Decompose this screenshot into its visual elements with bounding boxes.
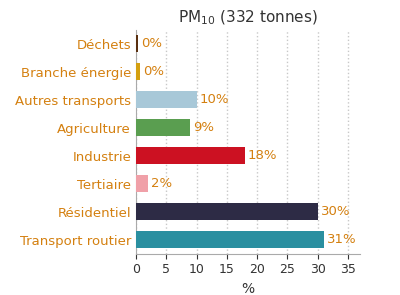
Text: 31%: 31% bbox=[327, 233, 356, 246]
Bar bbox=[136, 203, 318, 220]
Bar bbox=[136, 63, 140, 80]
X-axis label: %: % bbox=[242, 282, 254, 295]
Text: 0%: 0% bbox=[143, 65, 164, 78]
Text: 10%: 10% bbox=[200, 93, 229, 106]
Text: 30%: 30% bbox=[321, 205, 350, 218]
Text: 0%: 0% bbox=[142, 37, 162, 50]
Text: 9%: 9% bbox=[194, 121, 214, 134]
Text: 2%: 2% bbox=[151, 177, 172, 190]
Bar bbox=[136, 231, 324, 248]
Bar bbox=[136, 175, 148, 192]
Bar bbox=[136, 91, 196, 108]
Title: PM$_{10}$ (332 tonnes): PM$_{10}$ (332 tonnes) bbox=[178, 9, 318, 27]
Bar bbox=[136, 119, 190, 136]
Text: 18%: 18% bbox=[248, 149, 278, 162]
Bar bbox=[136, 147, 245, 164]
Bar bbox=[136, 35, 138, 52]
